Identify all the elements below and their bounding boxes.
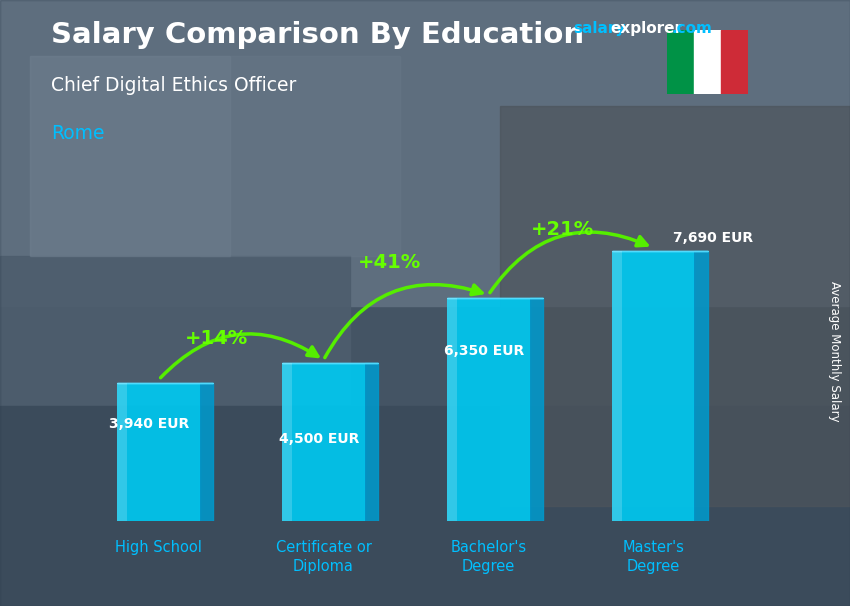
Polygon shape: [365, 363, 378, 521]
Bar: [0, 0, 850, 306]
Bar: [612, 251, 622, 521]
Text: Rome: Rome: [51, 124, 105, 143]
Text: +14%: +14%: [184, 328, 248, 348]
Text: 3,940 EUR: 3,940 EUR: [109, 417, 190, 431]
FancyBboxPatch shape: [612, 251, 694, 521]
Text: Salary Comparison By Education: Salary Comparison By Education: [51, 21, 584, 49]
Text: explorer: explorer: [610, 21, 683, 36]
Polygon shape: [530, 298, 543, 521]
Text: .com: .com: [672, 21, 712, 36]
FancyBboxPatch shape: [117, 382, 200, 521]
Text: salary: salary: [574, 21, 626, 36]
Text: Chief Digital Ethics Officer: Chief Digital Ethics Officer: [51, 76, 297, 95]
Bar: [117, 382, 128, 521]
Text: Average Monthly Salary: Average Monthly Salary: [828, 281, 842, 422]
Bar: [0, 406, 850, 606]
Bar: [721, 30, 748, 94]
FancyBboxPatch shape: [282, 363, 365, 521]
Bar: [30, 56, 230, 256]
Bar: [282, 363, 292, 521]
Bar: [500, 106, 850, 506]
Text: 6,350 EUR: 6,350 EUR: [444, 344, 524, 358]
Bar: [694, 30, 721, 94]
Text: 4,500 EUR: 4,500 EUR: [279, 432, 360, 446]
Text: +21%: +21%: [531, 220, 594, 239]
Bar: [200, 56, 400, 256]
Bar: [667, 30, 694, 94]
Polygon shape: [200, 382, 213, 521]
Bar: [447, 298, 457, 521]
Polygon shape: [694, 251, 707, 521]
Text: +41%: +41%: [358, 253, 421, 272]
Text: 7,690 EUR: 7,690 EUR: [673, 231, 753, 245]
FancyBboxPatch shape: [447, 298, 530, 521]
Bar: [0, 256, 350, 456]
